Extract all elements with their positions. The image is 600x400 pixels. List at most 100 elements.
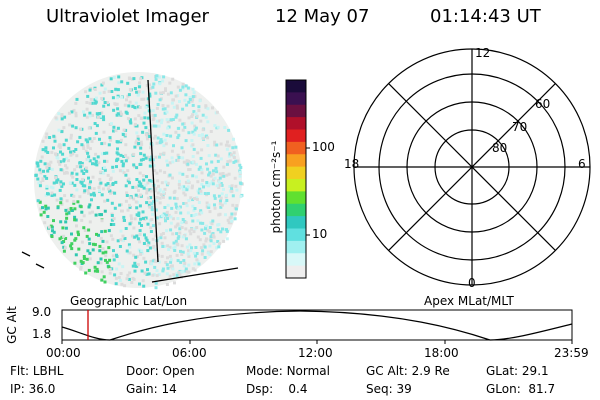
emission-pixel <box>132 226 136 230</box>
emission-pixel <box>180 270 184 274</box>
emission-pixel <box>149 196 153 200</box>
emission-pixel <box>180 221 184 225</box>
emission-pixel <box>61 226 65 230</box>
emission-pixel <box>223 126 227 129</box>
emission-pixel <box>120 112 124 116</box>
emission-pixel <box>156 191 160 195</box>
emission-pixel <box>137 180 141 184</box>
emission-pixel <box>162 75 166 79</box>
emission-pixel <box>50 150 54 154</box>
emission-pixel <box>148 164 152 168</box>
emission-pixel <box>148 92 152 96</box>
emission-pixel <box>187 131 191 135</box>
emission-pixel <box>164 261 168 264</box>
emission-pixel <box>140 142 144 146</box>
emission-pixel <box>82 255 86 258</box>
emission-pixel <box>232 137 235 141</box>
emission-pixel <box>119 138 123 142</box>
emission-pixel <box>126 273 130 277</box>
emission-pixel <box>156 103 160 106</box>
emission-pixel <box>79 180 83 184</box>
emission-pixel <box>111 183 115 186</box>
emission-pixel <box>188 229 192 233</box>
emission-pixel <box>164 219 167 223</box>
emission-pixel <box>115 165 118 169</box>
emission-pixel <box>87 237 91 241</box>
emission-pixel <box>88 220 92 224</box>
emission-pixel <box>122 215 126 219</box>
emission-pixel <box>141 210 145 214</box>
emission-pixel <box>191 204 195 208</box>
emission-pixel <box>178 224 182 228</box>
emission-pixel <box>120 209 124 213</box>
emission-pixel <box>155 106 159 110</box>
emission-pixel <box>172 105 176 109</box>
emission-pixel <box>133 87 137 90</box>
emission-pixel <box>59 182 62 186</box>
emission-pixel <box>177 126 181 130</box>
colorbar-unit-label: photon cm⁻²s⁻¹ <box>269 140 283 234</box>
colorbar-segment <box>286 253 306 267</box>
emission-pixel <box>96 261 100 265</box>
emission-pixel <box>178 231 182 235</box>
emission-pixel <box>98 213 102 217</box>
emission-pixel <box>211 106 214 110</box>
emission-pixel <box>200 211 204 215</box>
emission-pixel <box>155 198 159 202</box>
seq-field: Seq: 39 <box>366 382 412 396</box>
emission-pixel <box>155 274 159 278</box>
emission-pixel <box>133 117 137 121</box>
emission-pixel <box>166 217 170 220</box>
emission-pixel <box>161 91 165 95</box>
emission-pixel <box>60 117 64 121</box>
emission-pixel <box>77 247 81 251</box>
emission-pixel <box>191 155 195 158</box>
emission-pixel <box>82 226 86 230</box>
emission-pixel <box>130 217 133 221</box>
emission-pixel <box>94 159 98 163</box>
emission-pixel <box>73 207 77 211</box>
emission-pixel <box>88 211 92 215</box>
glat-key: GLat: <box>486 364 519 378</box>
emission-pixel <box>171 232 175 236</box>
emission-pixel <box>118 278 122 282</box>
emission-pixel <box>152 117 156 120</box>
emission-pixel <box>110 122 113 126</box>
emission-pixel <box>208 210 212 214</box>
emission-pixel <box>161 245 165 248</box>
emission-pixel <box>115 267 119 271</box>
emission-pixel <box>136 135 140 139</box>
emission-pixel <box>168 245 172 249</box>
emission-pixel <box>197 109 201 113</box>
emission-pixel <box>95 232 98 236</box>
emission-pixel <box>53 139 57 143</box>
emission-pixel <box>42 210 46 214</box>
emission-pixel <box>215 184 219 188</box>
emission-pixel <box>80 169 84 173</box>
emission-pixel <box>111 169 115 173</box>
emission-pixel <box>124 110 128 114</box>
emission-pixel <box>215 110 219 114</box>
emission-pixel <box>182 202 186 205</box>
emission-pixel <box>80 161 84 165</box>
mlt-label-right: 6 <box>578 157 586 171</box>
emission-pixel <box>62 245 66 249</box>
altitude-plot <box>61 309 573 344</box>
emission-pixel <box>138 233 142 236</box>
glon-field: GLon: 81.7 <box>486 382 555 396</box>
emission-pixel <box>210 180 214 184</box>
emission-pixel <box>137 114 141 118</box>
emission-pixel <box>112 217 116 221</box>
emission-pixel <box>82 214 86 218</box>
emission-pixel <box>71 124 75 128</box>
emission-pixel <box>211 182 215 186</box>
emission-pixel <box>162 132 166 136</box>
emission-pixel <box>132 163 136 167</box>
emission-pixel <box>107 246 111 250</box>
emission-pixel <box>170 149 174 153</box>
emission-pixel <box>86 144 90 148</box>
emission-pixel <box>226 218 230 222</box>
emission-pixel <box>45 165 49 169</box>
emission-pixel <box>159 233 163 237</box>
emission-pixel <box>144 260 148 264</box>
